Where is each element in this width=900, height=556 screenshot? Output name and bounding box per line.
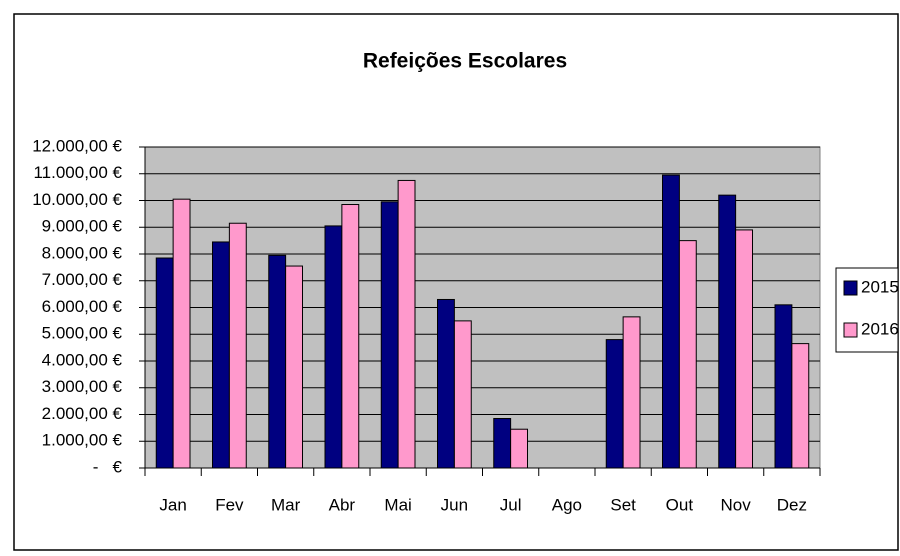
x-tick-label: Mar <box>271 495 301 514</box>
x-tick-label: Nov <box>721 495 752 514</box>
bar <box>774 304 793 469</box>
y-tick-label: 2.000,00 € <box>42 404 123 423</box>
x-tick-label: Jul <box>500 495 522 514</box>
y-tick-label: - € <box>93 457 123 476</box>
y-tick-label: 11.000,00 € <box>33 163 122 182</box>
bar <box>285 265 303 469</box>
bar <box>155 257 174 469</box>
y-tick-label: 9.000,00 € <box>42 217 123 236</box>
bar <box>341 204 360 469</box>
bar <box>453 320 472 469</box>
bar <box>622 316 641 469</box>
x-tick-label: Abr <box>329 495 356 514</box>
y-tick-label: 6.000,00 € <box>42 297 123 316</box>
bar <box>397 179 416 469</box>
bar <box>493 418 512 469</box>
bar <box>172 198 191 469</box>
bar <box>735 229 753 469</box>
bar <box>324 225 343 469</box>
bar <box>228 222 247 469</box>
legend-label: 2016 <box>861 319 899 338</box>
y-tick-label: 10.000,00 € <box>32 190 122 209</box>
bar <box>605 339 624 469</box>
bar <box>212 241 230 469</box>
bar <box>380 201 399 469</box>
x-tick-label: Jun <box>441 495 468 514</box>
y-tick-label: 3.000,00 € <box>42 377 123 396</box>
x-tick-label: Out <box>666 495 694 514</box>
x-tick-label: Fev <box>215 495 244 514</box>
bar <box>791 343 810 469</box>
bar <box>662 174 680 469</box>
y-tick-label: 4.000,00 € <box>42 350 123 369</box>
y-tick-label: 7.000,00 € <box>42 270 123 289</box>
chart-title: Refeições Escolares <box>363 50 567 73</box>
x-tick-label: Mai <box>384 495 411 514</box>
bar <box>268 254 287 469</box>
x-tick-label: Jan <box>159 495 186 514</box>
x-tick-label: Dez <box>777 495 807 514</box>
y-tick-label: 1.000,00 € <box>42 431 123 450</box>
legend-swatch <box>843 280 858 296</box>
bar <box>510 428 528 469</box>
bar <box>437 298 455 469</box>
legend-label: 2015 <box>861 277 899 296</box>
y-tick-label: 5.000,00 € <box>42 324 123 343</box>
y-tick-label: 8.000,00 € <box>42 243 123 262</box>
x-tick-label: Ago <box>552 495 582 514</box>
legend-swatch <box>843 322 858 338</box>
bar <box>718 194 737 469</box>
x-tick-label: Set <box>610 495 636 514</box>
y-tick-label: 12.000,00 € <box>32 136 122 155</box>
bar <box>678 240 697 469</box>
